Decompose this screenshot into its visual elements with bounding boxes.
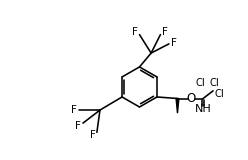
Text: F: F <box>75 121 81 131</box>
Text: F: F <box>71 105 77 115</box>
Text: Cl: Cl <box>195 78 205 88</box>
Text: Cl: Cl <box>215 89 224 99</box>
Text: F: F <box>162 27 168 37</box>
Text: F: F <box>171 38 177 48</box>
Text: F: F <box>90 130 96 140</box>
Text: Cl: Cl <box>210 78 219 88</box>
Polygon shape <box>176 99 179 113</box>
Text: NH: NH <box>195 104 212 114</box>
Text: O: O <box>187 92 196 105</box>
Text: F: F <box>132 27 138 37</box>
